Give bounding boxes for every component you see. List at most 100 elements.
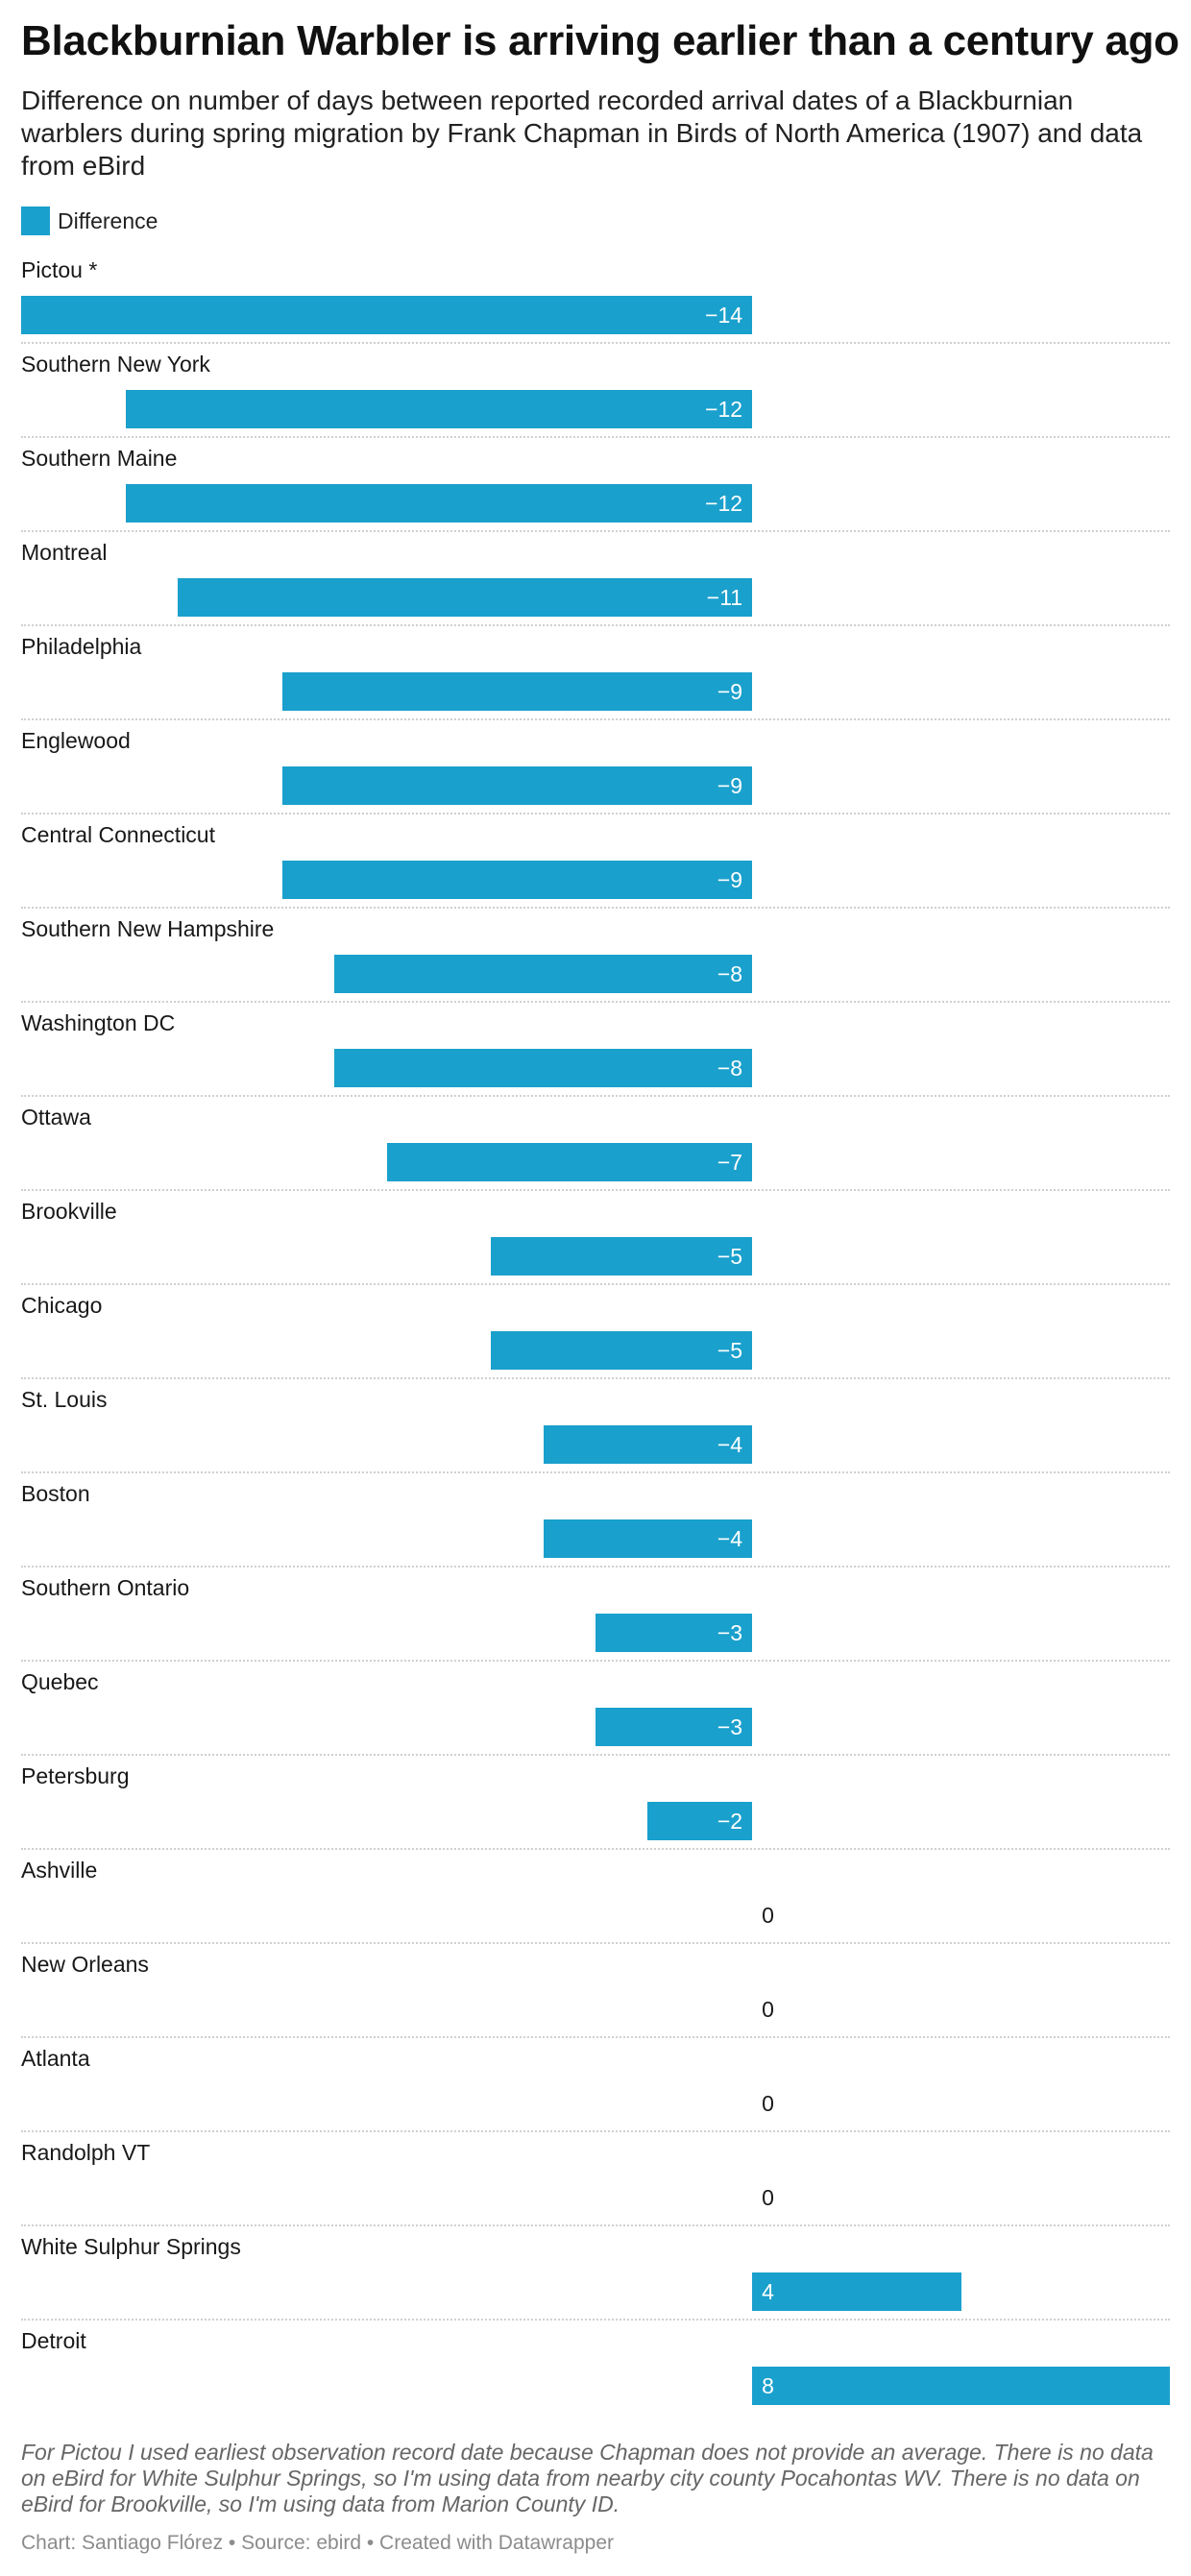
value-label: −5 (717, 1244, 743, 1269)
legend-swatch (21, 207, 50, 235)
bar-row: Ashville 0 (21, 1852, 1170, 1946)
bar (491, 1237, 753, 1276)
value-label: −11 (706, 585, 743, 610)
category-label: Atlanta (21, 2046, 90, 2071)
row-separator (21, 718, 1170, 720)
bar-row: White Sulphur Springs 4 (21, 2228, 1170, 2322)
value-label: −8 (717, 961, 743, 986)
row-separator (21, 1377, 1170, 1379)
value-label: −4 (717, 1432, 743, 1457)
value-label: −9 (717, 773, 743, 798)
bar (752, 2367, 1170, 2405)
bar (596, 1614, 753, 1652)
bar (125, 390, 753, 428)
bar-row: Southern New York −12 (21, 346, 1170, 440)
value-label: 0 (762, 2185, 774, 2210)
bar-row: Central Connecticut −9 (21, 816, 1170, 911)
bar (281, 766, 753, 805)
bar-row: Washington DC −8 (21, 1005, 1170, 1099)
value-label: 0 (762, 1903, 774, 1928)
value-label: 0 (762, 2091, 774, 2116)
value-label: 8 (762, 2373, 774, 2398)
value-label: −2 (717, 1809, 743, 1834)
row-separator (21, 907, 1170, 909)
value-label: −12 (705, 397, 743, 422)
bar (334, 955, 753, 993)
chart-title: Blackburnian Warbler is arriving earlier… (21, 17, 1179, 64)
bar (281, 861, 753, 899)
row-separator (21, 1942, 1170, 1944)
row-separator (21, 2224, 1170, 2226)
chart-credit: Chart: Santiago Flórez • Source: ebird •… (21, 2532, 614, 2554)
row-separator (21, 813, 1170, 814)
value-label: −8 (717, 1056, 743, 1081)
bar-row: Pictou * −14 (21, 252, 1170, 346)
row-separator (21, 436, 1170, 438)
row-separator (21, 2319, 1170, 2321)
row-separator (21, 1095, 1170, 1097)
value-label: −12 (705, 491, 743, 516)
bar (386, 1143, 753, 1181)
value-label: −4 (717, 1526, 743, 1551)
row-separator (21, 624, 1170, 626)
row-separator (21, 1001, 1170, 1003)
category-label: Englewood (21, 728, 131, 753)
category-label: Randolph VT (21, 2140, 151, 2165)
row-separator (21, 530, 1170, 532)
category-label: Southern Maine (21, 446, 178, 471)
row-separator (21, 1189, 1170, 1191)
value-label: −3 (717, 1714, 743, 1739)
category-label: New Orleans (21, 1952, 149, 1977)
bar-row: Petersburg −2 (21, 1758, 1170, 1852)
bar (752, 2272, 961, 2311)
category-label: Philadelphia (21, 634, 142, 659)
row-separator (21, 1566, 1170, 1567)
bar (647, 1802, 753, 1840)
bar (334, 1049, 753, 1087)
bar (543, 1519, 753, 1558)
bar-row: St. Louis −4 (21, 1381, 1170, 1475)
bar-chart: Pictou * −14 Southern New York −12 Southern … (21, 252, 1170, 2413)
bar-row: Southern Maine −12 (21, 440, 1170, 534)
value-label: 4 (762, 2279, 774, 2304)
row-separator (21, 1283, 1170, 1285)
category-label: Southern New Hampshire (21, 916, 275, 941)
value-label: −14 (705, 303, 743, 328)
category-label: Detroit (21, 2328, 86, 2353)
category-label: St. Louis (21, 1387, 108, 1412)
bar (125, 484, 753, 522)
bar (491, 1331, 753, 1370)
category-label: Ottawa (21, 1105, 91, 1130)
category-label: White Sulphur Springs (21, 2234, 241, 2259)
row-separator (21, 1848, 1170, 1850)
bar-row: Randolph VT 0 (21, 2134, 1170, 2228)
category-label: Chicago (21, 1293, 103, 1318)
category-label: Central Connecticut (21, 822, 215, 847)
row-separator (21, 2130, 1170, 2132)
legend: Difference (21, 206, 158, 236)
row-separator (21, 1660, 1170, 1662)
bar (178, 578, 753, 617)
row-separator (21, 2036, 1170, 2038)
bar-row: Ottawa −7 (21, 1099, 1170, 1193)
bar-row: New Orleans 0 (21, 1946, 1170, 2040)
value-label: 0 (762, 1997, 774, 2022)
bar (596, 1708, 753, 1746)
bar-row: Chicago −5 (21, 1287, 1170, 1381)
row-separator (21, 342, 1170, 344)
category-label: Washington DC (21, 1010, 176, 1035)
bar (21, 296, 753, 334)
legend-label: Difference (58, 207, 158, 233)
bar-row: Southern Ontario −3 (21, 1569, 1170, 1664)
bar-row: Brookville −5 (21, 1193, 1170, 1287)
category-label: Southern New York (21, 352, 210, 377)
bar (281, 672, 753, 711)
category-label: Southern Ontario (21, 1575, 190, 1600)
bar-row: Southern New Hampshire −8 (21, 911, 1170, 1005)
value-label: −9 (717, 679, 743, 704)
bar-row: Englewood −9 (21, 722, 1170, 816)
category-label: Brookville (21, 1199, 117, 1224)
category-label: Boston (21, 1481, 90, 1506)
category-label: Pictou * (21, 257, 98, 282)
bar-row: Montreal −11 (21, 534, 1170, 628)
